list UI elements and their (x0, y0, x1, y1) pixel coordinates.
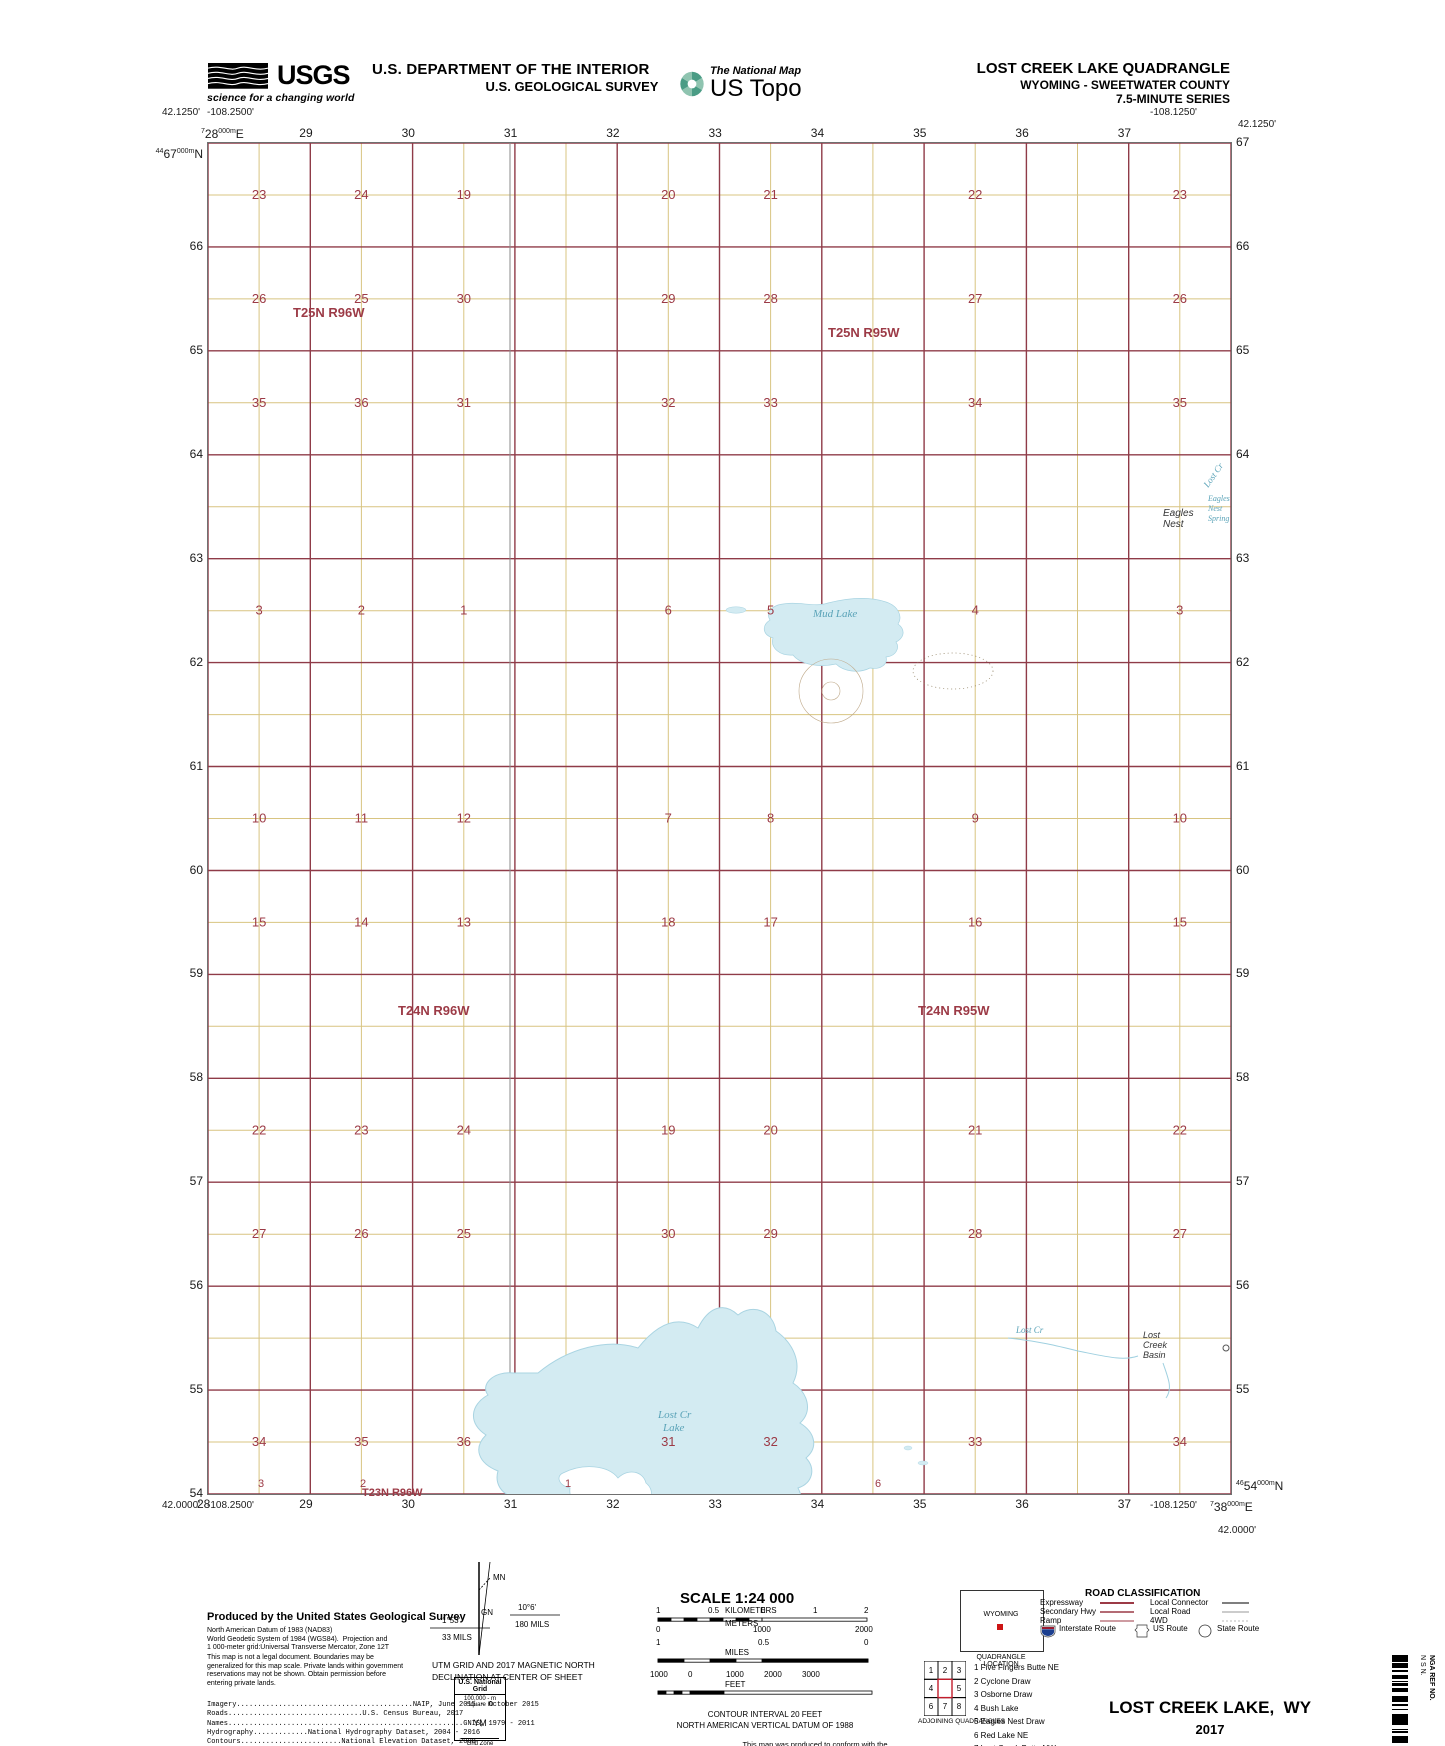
svg-text:KILOMETERS: KILOMETERS (725, 1606, 777, 1615)
svg-text:UTM GRID AND 2017 MAGNETIC NOR: UTM GRID AND 2017 MAGNETIC NORTH (432, 1660, 595, 1670)
svg-text:1°53': 1°53' (442, 1616, 461, 1625)
svg-text:2000: 2000 (764, 1670, 782, 1679)
svg-text:3: 3 (957, 1666, 962, 1675)
svg-text:6: 6 (929, 1702, 934, 1711)
svg-text:0.5: 0.5 (708, 1606, 720, 1615)
svg-text:1000: 1000 (726, 1670, 744, 1679)
svg-text:0.5: 0.5 (758, 1638, 770, 1647)
svg-text:MILES: MILES (725, 1648, 749, 1657)
svg-text:10°6': 10°6' (518, 1603, 537, 1612)
svg-text:7: 7 (943, 1702, 948, 1711)
svg-text:8: 8 (957, 1702, 962, 1711)
svg-text:3000: 3000 (802, 1670, 820, 1679)
svg-text:1: 1 (929, 1666, 934, 1675)
svg-text:2: 2 (943, 1666, 948, 1675)
svg-text:1: 1 (656, 1638, 661, 1647)
svg-text:GN: GN (481, 1608, 493, 1617)
svg-text:1000: 1000 (650, 1670, 668, 1679)
svg-text:1: 1 (656, 1606, 661, 1615)
svg-text:0: 0 (656, 1625, 661, 1634)
svg-text:5: 5 (957, 1684, 962, 1693)
svg-text:4: 4 (929, 1684, 934, 1693)
svg-text:1: 1 (813, 1606, 818, 1615)
svg-text:0: 0 (688, 1670, 693, 1679)
svg-text:180 MILS: 180 MILS (515, 1620, 549, 1629)
svg-text:33 MILS: 33 MILS (442, 1633, 472, 1642)
svg-text:0: 0 (864, 1638, 869, 1647)
svg-text:MN: MN (493, 1573, 506, 1582)
svg-text:METERS: METERS (725, 1619, 758, 1628)
svg-text:2: 2 (864, 1606, 869, 1615)
svg-text:2000: 2000 (855, 1625, 873, 1634)
svg-text:FEET: FEET (725, 1680, 746, 1689)
